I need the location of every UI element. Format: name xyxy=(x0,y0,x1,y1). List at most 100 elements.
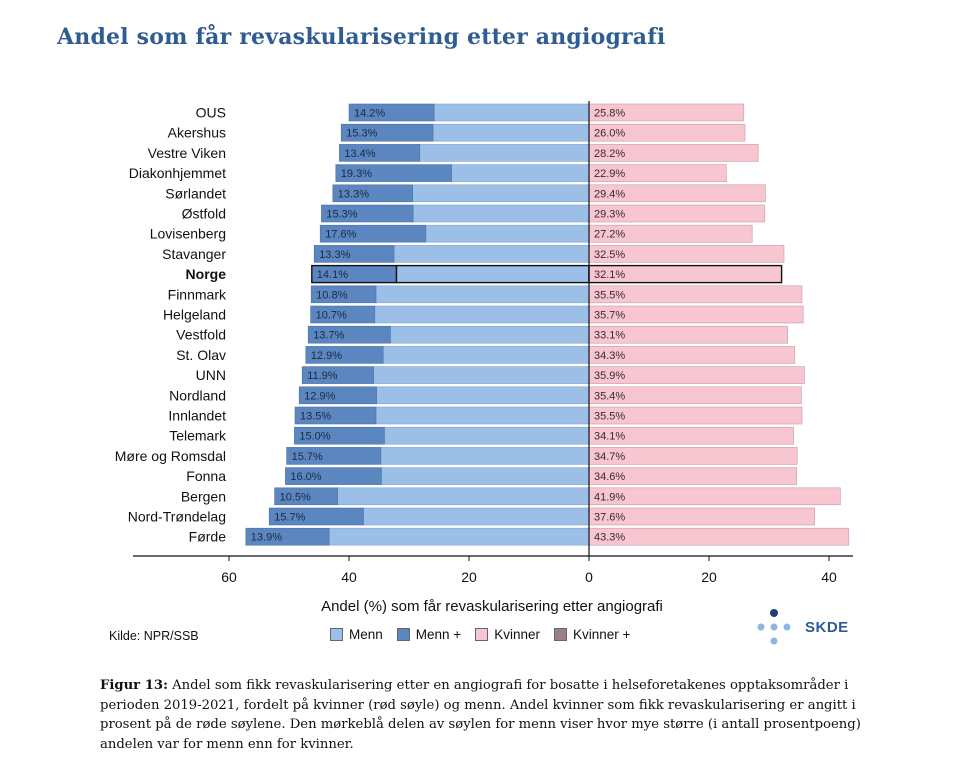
bar-menn-plus xyxy=(310,285,377,304)
value-label-menn-plus: 10.5% xyxy=(280,491,311,503)
value-label-kvinner: 28.2% xyxy=(594,148,625,160)
value-label-kvinner: 26.0% xyxy=(594,128,625,140)
legend-label-menn-plus: Menn + xyxy=(415,627,462,642)
value-label-menn-plus: 13.9% xyxy=(251,532,282,544)
value-label-menn-plus: 15.7% xyxy=(274,512,305,524)
category-label: Vestfold xyxy=(176,327,226,343)
category-label: Telemark xyxy=(169,428,227,444)
bar-menn-plus xyxy=(298,386,377,405)
value-label-kvinner: 27.2% xyxy=(594,229,625,241)
bar-menn-plus xyxy=(340,123,434,142)
category-label: St. Olav xyxy=(176,347,226,363)
bar-menn xyxy=(419,144,590,162)
bar-menn xyxy=(375,406,590,425)
category-label: Norge xyxy=(186,266,227,282)
bar-menn xyxy=(374,305,590,324)
legend-item-kvinner: Kvinner xyxy=(475,627,540,642)
value-label-menn-plus: 16.0% xyxy=(290,471,321,483)
chart-legend: Menn Menn + Kvinner Kvinner + xyxy=(330,627,630,642)
value-label-kvinner: 32.1% xyxy=(594,269,625,281)
x-tick-label: 0 xyxy=(585,569,593,585)
bar-menn-plus xyxy=(310,305,376,324)
value-label-kvinner: 34.3% xyxy=(594,350,625,362)
caption-text: Andel som fikk revaskularisering etter e… xyxy=(100,678,861,752)
logo-text: SKDE xyxy=(805,619,849,636)
bar-kvinner xyxy=(588,527,850,546)
category-label: Bergen xyxy=(181,488,226,504)
bar-menn-plus xyxy=(305,346,384,364)
value-label-kvinner: 34.1% xyxy=(594,431,625,443)
value-label-menn-plus: 12.9% xyxy=(304,390,335,402)
value-label-menn-plus: 14.1% xyxy=(317,269,348,281)
bar-menn xyxy=(375,285,590,304)
value-label-kvinner: 25.8% xyxy=(594,108,625,120)
value-label-menn-plus: 15.0% xyxy=(299,431,330,443)
value-label-menn-plus: 12.9% xyxy=(311,350,342,362)
value-label-menn-plus: 15.7% xyxy=(292,451,323,463)
caption-label: Figur 13: xyxy=(100,678,168,693)
value-label-kvinner: 32.5% xyxy=(594,249,625,261)
value-label-kvinner: 41.9% xyxy=(594,491,625,503)
category-label: Akershus xyxy=(168,125,226,141)
category-label: Vestre Viken xyxy=(148,145,226,161)
value-label-menn-plus: 19.3% xyxy=(341,168,372,180)
value-label-kvinner: 33.1% xyxy=(594,330,625,342)
x-tick-label: 20 xyxy=(701,569,717,585)
category-label: UNN xyxy=(196,367,226,383)
bar-menn xyxy=(425,224,590,243)
source-note: Kilde: NPR/SSB xyxy=(109,629,199,643)
category-label: OUS xyxy=(196,105,226,121)
bar-menn xyxy=(384,426,590,445)
bar-menn-plus xyxy=(245,527,330,546)
category-label: Møre og Romsdal xyxy=(115,448,226,464)
bar-menn xyxy=(451,164,590,182)
value-label-kvinner: 35.4% xyxy=(594,390,625,402)
x-axis-title: Andel (%) som får revaskularisering ette… xyxy=(321,598,663,615)
legend-swatch-menn xyxy=(330,628,343,641)
category-label: Sørlandet xyxy=(165,185,226,201)
bar-menn-plus xyxy=(307,325,391,344)
bar-menn-plus xyxy=(339,144,421,162)
value-label-kvinner: 34.6% xyxy=(594,471,625,483)
value-label-menn-plus: 10.7% xyxy=(316,310,347,322)
category-label: Stavanger xyxy=(162,246,226,262)
x-tick-label: 40 xyxy=(341,569,357,585)
category-label: Fonna xyxy=(186,468,226,484)
page-title: Andel som får revaskularisering etter an… xyxy=(57,24,666,50)
value-label-menn-plus: 11.9% xyxy=(307,370,338,382)
bar-kvinner xyxy=(588,487,841,506)
value-label-kvinner: 35.7% xyxy=(594,310,625,322)
x-tick-label: 60 xyxy=(221,569,237,585)
bar-menn xyxy=(412,184,590,203)
bar-menn-plus xyxy=(348,103,435,122)
category-label: Helgeland xyxy=(163,307,226,323)
category-label: Østfold xyxy=(182,206,226,222)
category-label: Innlandet xyxy=(168,408,226,424)
value-label-kvinner: 29.4% xyxy=(594,188,625,200)
bar-menn-plus xyxy=(311,264,398,284)
bar-menn xyxy=(381,467,590,485)
bar-menn xyxy=(412,204,590,223)
value-label-kvinner: 35.9% xyxy=(594,370,625,382)
skde-logo-icon xyxy=(757,609,791,645)
figure-caption: Figur 13: Andel som fikk revaskulariseri… xyxy=(100,676,870,754)
bar-menn-plus xyxy=(268,507,364,526)
value-label-kvinner: 37.6% xyxy=(594,512,625,524)
category-label: Finnmark xyxy=(168,286,227,302)
value-label-kvinner: 22.9% xyxy=(594,168,625,180)
legend-label-kvinner: Kvinner xyxy=(494,627,540,642)
value-label-menn-plus: 13.4% xyxy=(344,148,375,160)
bar-menn-plus xyxy=(332,184,413,203)
bar-menn-plus xyxy=(335,164,452,182)
bar-menn xyxy=(390,325,590,344)
category-label: Diakonhjemmet xyxy=(129,165,226,181)
bar-menn xyxy=(373,366,590,384)
bar-menn xyxy=(380,447,590,465)
bar-menn-plus xyxy=(301,366,374,384)
bar-menn xyxy=(363,507,590,526)
value-label-menn-plus: 10.8% xyxy=(316,289,347,301)
x-tick-label: 40 xyxy=(821,569,837,585)
bar-menn-plus xyxy=(319,224,427,243)
bar-menn-plus xyxy=(285,467,382,485)
